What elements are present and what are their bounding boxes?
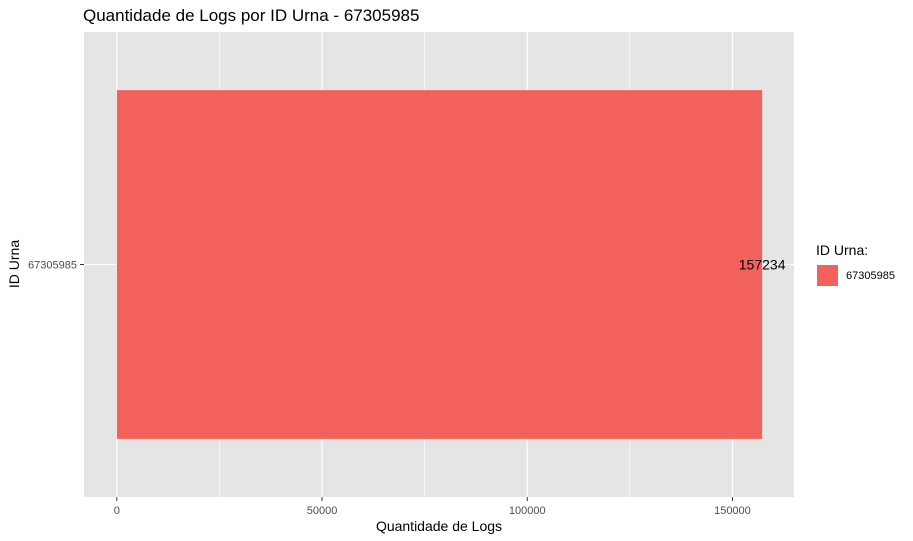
x-tick-label: 100000 [509, 505, 546, 517]
y-axis-title: ID Urna [6, 240, 22, 288]
bar [116, 90, 763, 439]
x-tick-label: 150000 [714, 505, 751, 517]
x-axis-title: Quantidade de Logs [376, 518, 502, 534]
bars [116, 90, 763, 439]
x-tick-label: 50000 [307, 505, 338, 517]
chart-title: Quantidade de Logs por ID Urna - 6730598… [83, 6, 419, 25]
legend-title: ID Urna: [816, 242, 868, 258]
data-labels: 157234 [739, 257, 786, 273]
y-tick-label: 67305985 [28, 260, 77, 272]
legend: ID Urna: 67305985 [816, 242, 895, 286]
y-axis-ticks: 67305985 [28, 260, 84, 272]
data-label: 157234 [739, 257, 786, 273]
legend-swatch [817, 265, 838, 286]
x-tick-label: 0 [114, 505, 120, 517]
legend-entry-label: 67305985 [846, 270, 895, 282]
x-axis-ticks: 0 50000 100000 150000 [114, 497, 751, 517]
